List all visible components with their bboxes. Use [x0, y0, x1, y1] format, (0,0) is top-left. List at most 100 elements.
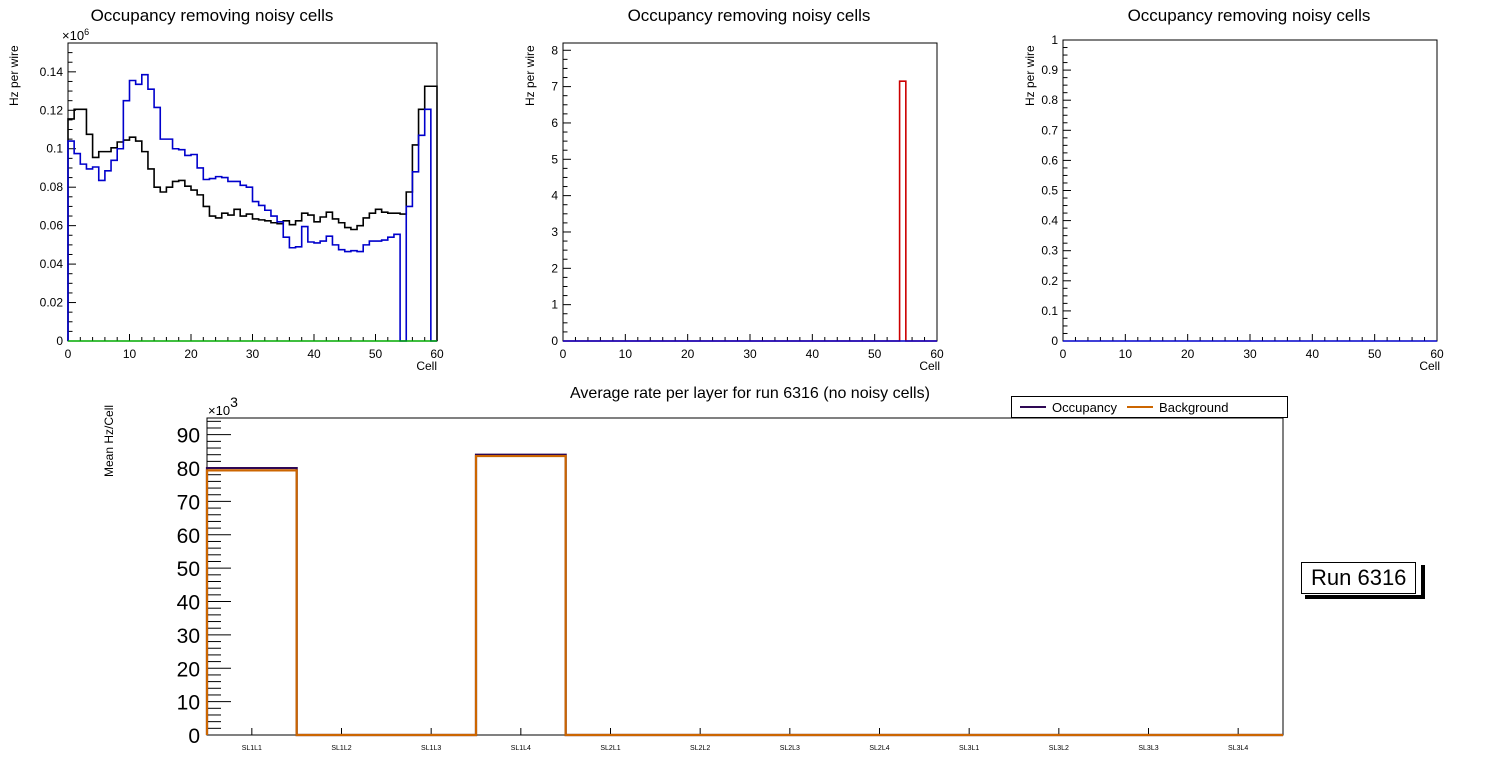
axis-tick-label: 0.08	[40, 180, 64, 194]
plot3-y-axis-label: Hz per wire	[1023, 45, 1037, 106]
plot3-title: Occupancy removing noisy cells	[1128, 6, 1371, 25]
plot3-x-axis-label: Cell	[1419, 359, 1440, 373]
x-category-label: SL3L1	[959, 745, 979, 752]
run-badge-label: Run 6316	[1311, 565, 1407, 590]
legend-item-occupancy: Occupancy	[1020, 400, 1117, 415]
x-category-label: SL1L1	[242, 745, 262, 752]
axis-tick-label: 5	[551, 152, 558, 166]
axis-tick-label: 0.5	[1041, 184, 1058, 198]
axis-tick-label: 2	[551, 261, 558, 275]
run-badge-shadow	[1305, 595, 1425, 599]
axis-tick-label: 8	[551, 43, 558, 57]
plot4-y-exponent: ×103	[208, 394, 238, 418]
axis-tick-label: 60	[930, 347, 944, 361]
axis-tick-label: 30	[177, 625, 200, 648]
axis-tick-label: 3	[551, 225, 558, 239]
plot1-x-axis-label: Cell	[416, 359, 437, 373]
axis-tick-label: 80	[177, 458, 200, 481]
axis-tick-label: 0	[65, 347, 72, 361]
axis-tick-label: 7	[551, 80, 558, 94]
axis-tick-label: 20	[184, 347, 198, 361]
legend: Occupancy Background	[1011, 396, 1288, 418]
axis-tick-label: 0.12	[40, 103, 64, 117]
axis-tick-label: 0.3	[1041, 244, 1058, 258]
occupancy-plot-1-svg: Occupancy removing noisy cells Hz per wi…	[7, 6, 444, 373]
axis-tick-label: 40	[806, 347, 820, 361]
series-occupancy	[205, 453, 1283, 737]
x-category-label: SL2L3	[780, 745, 800, 752]
occupancy-plot-2-svg: Occupancy removing noisy cells Hz per wi…	[523, 6, 944, 373]
axis-tick-label: 50	[369, 347, 383, 361]
legend-label-occupancy: Occupancy	[1052, 399, 1118, 415]
plot1-y-exponent: ×106	[62, 27, 89, 43]
axis-tick-label: 0.7	[1041, 123, 1058, 137]
x-category-label: SL3L2	[1049, 745, 1069, 752]
axis-tick-label: 40	[307, 347, 321, 361]
legend-item-background: Background	[1127, 400, 1228, 415]
axis-tick-label: 60	[430, 347, 444, 361]
plot2-plot-area: 0 10 20 30 40 50 60 0 1 2 3 4 5 6 7 8	[551, 42, 944, 361]
axis-tick-label: 0.14	[40, 65, 64, 79]
axis-tick-label: 40	[177, 592, 200, 615]
plot4-y-axis-label: Mean Hz/Cell	[102, 405, 116, 477]
legend-color-swatch-background	[1127, 406, 1154, 408]
axis-tick-label: 0.06	[40, 219, 64, 233]
axis-tick-label: 30	[246, 347, 260, 361]
occupancy-plot-1-panel: Occupancy removing noisy cells Hz per wi…	[0, 0, 470, 380]
axis-tick-label: 20	[1181, 347, 1195, 361]
axis-tick-label: 30	[743, 347, 757, 361]
plot2-y-axis-label: Hz per wire	[523, 45, 537, 106]
axis-tick-label: 0	[551, 334, 558, 348]
axis-tick-label: 0	[188, 725, 200, 748]
axis-tick-label: 60	[1430, 347, 1444, 361]
axis-tick-label: 10	[177, 692, 200, 715]
axis-tick-label: 4	[551, 189, 558, 203]
axis-tick-label: 0.04	[40, 257, 64, 271]
plot4-plot-area: 0 10 20 30 40 50 60 70 80 90 SL1L1 SL1L2 SL1L3 SL1L4 S…	[177, 417, 1284, 752]
axis-tick-label: 0	[1051, 334, 1058, 348]
run-badge: Run 6316	[1301, 562, 1417, 595]
average-rate-svg: Average rate per layer for run 6316 (no …	[102, 385, 1284, 752]
plot1-y-axis-label: Hz per wire	[7, 45, 21, 106]
axis-tick-label: 6	[551, 116, 558, 130]
axis-tick-label: 20	[177, 658, 200, 681]
legend-label-background: Background	[1159, 399, 1229, 415]
axis-tick-label: 90	[177, 425, 200, 448]
plot-frame	[562, 42, 938, 342]
series-red-histogram	[563, 80, 937, 342]
plot4-title: Average rate per layer for run 6316 (no …	[570, 385, 930, 402]
axis-tick-label: 70	[177, 491, 200, 514]
axis-tick-label: 50	[177, 558, 200, 581]
average-rate-panel: Average rate per layer for run 6316 (no …	[0, 382, 1496, 772]
occupancy-plot-3-panel: Occupancy removing noisy cells Hz per wi…	[997, 0, 1467, 380]
axis-tick-label: 1	[551, 298, 558, 312]
plot-frame	[1062, 39, 1438, 342]
axis-tick-label: 1	[1051, 33, 1058, 47]
series-blue-histogram	[67, 73, 437, 342]
axis-tick-label: 10	[619, 347, 633, 361]
axis-tick-label: 40	[1306, 347, 1320, 361]
x-category-label: SL2L1	[600, 745, 620, 752]
legend-color-swatch-occupancy	[1020, 406, 1046, 408]
axis-tick-label: 10	[1119, 347, 1133, 361]
axis-tick-label: 60	[177, 525, 200, 548]
x-category-label: SL3L3	[1138, 745, 1158, 752]
axis-tick-label: 50	[868, 347, 882, 361]
x-category-label: SL1L2	[331, 745, 351, 752]
x-category-label: SL2L4	[869, 745, 889, 752]
plot-frame	[206, 417, 1284, 736]
axis-tick-label: 0.8	[1041, 93, 1058, 107]
axis-tick-label: 0	[1060, 347, 1067, 361]
x-category-label: SL2L2	[690, 745, 710, 752]
plot2-title: Occupancy removing noisy cells	[628, 6, 871, 25]
axis-tick-label: 0.1	[46, 142, 63, 156]
axis-tick-label: 0.02	[40, 296, 64, 310]
axis-tick-label: 0	[56, 334, 63, 348]
axis-tick-label: 0.1	[1041, 304, 1058, 318]
axis-tick-label: 0	[560, 347, 567, 361]
x-category-label: SL1L4	[511, 745, 531, 752]
run-badge-shadow-right	[1421, 565, 1425, 599]
x-category-label: SL3L4	[1228, 745, 1248, 752]
axis-tick-label: 0.6	[1041, 153, 1058, 167]
plot1-title: Occupancy removing noisy cells	[91, 6, 334, 25]
